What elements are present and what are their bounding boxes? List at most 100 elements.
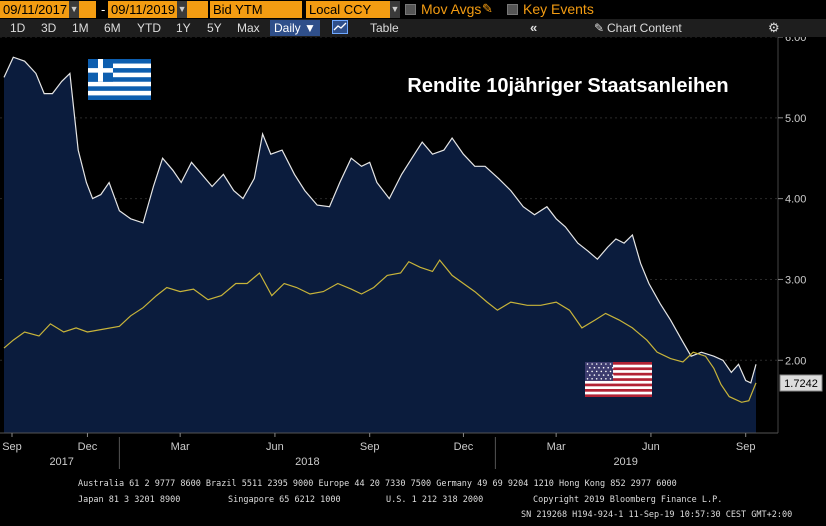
us-flag-star bbox=[605, 378, 607, 380]
us-flag-icon bbox=[585, 362, 652, 397]
x-tick-label: Mar bbox=[171, 441, 190, 453]
calendar-dropdown-icon[interactable]: ▼ bbox=[177, 1, 188, 18]
y-tick-label: 3.00 bbox=[785, 274, 806, 286]
chart-toolbar: 09/11/2017 ▼ - 09/11/2019 ▼ Bid YTM Local … bbox=[0, 0, 826, 19]
y-tick-label: 5.00 bbox=[785, 113, 806, 125]
us-flag-star bbox=[605, 370, 607, 373]
year-label: 2018 bbox=[295, 456, 319, 468]
us-flag-star bbox=[607, 374, 609, 376]
start-date-value: 09/11/2017 bbox=[3, 2, 68, 17]
key-events-label[interactable]: Key Events bbox=[523, 1, 594, 17]
footer-session: SN 219268 H194-924-1 11-Sep-19 10:57:30 … bbox=[521, 510, 793, 520]
us-flag-star bbox=[609, 378, 612, 380]
footer-singapore: Singapore 65 6212 1000 bbox=[228, 495, 341, 505]
period-1m[interactable]: 1M bbox=[72, 21, 89, 35]
chevron-down-icon[interactable]: ▼ bbox=[390, 1, 400, 18]
us-flag-star bbox=[589, 366, 591, 369]
footer-contacts: Australia 61 2 9777 8600 Brazil 5511 239… bbox=[78, 479, 677, 489]
y-tick-label: 2.00 bbox=[785, 355, 806, 367]
us-flag-star bbox=[591, 370, 593, 373]
period-3d[interactable]: 3D bbox=[41, 21, 57, 35]
us-yield-line bbox=[3, 259, 757, 403]
us-flag-star bbox=[591, 378, 593, 380]
us-flag-star bbox=[598, 374, 600, 376]
us-flag-star bbox=[600, 363, 603, 365]
bloomberg-footer: Australia 61 2 9777 8600 Brazil 5511 239… bbox=[0, 470, 826, 526]
footer-us: U.S. 1 212 318 2000 bbox=[386, 495, 484, 505]
table-button[interactable]: Table bbox=[370, 21, 399, 35]
y-tick-label: 6.00 bbox=[785, 37, 806, 44]
us-flag-star bbox=[595, 370, 598, 373]
date-range-separator: - bbox=[101, 2, 106, 17]
gear-icon[interactable]: ⚙ bbox=[768, 20, 780, 35]
yield-chart: 6.00 5.00 4.00 3.00 2.00 Sep Dec Mar Jun Sep Dec M… bbox=[0, 37, 826, 470]
us-flag-star bbox=[595, 378, 598, 380]
us-flag-star bbox=[586, 370, 589, 373]
us-flag-star bbox=[612, 374, 614, 376]
period-max[interactable]: Max bbox=[237, 21, 260, 35]
y-axis-ticks: 6.00 5.00 4.00 3.00 2.00 bbox=[778, 37, 806, 367]
calendar-dropdown-icon[interactable]: ▼ bbox=[69, 1, 80, 18]
x-tick-label: Dec bbox=[78, 441, 98, 453]
period-toolbar: 1D 3D 1M 6M YTD 1Y 5Y Max Daily ▼ Table … bbox=[0, 19, 826, 38]
us-flag-star bbox=[602, 374, 605, 376]
us-flag-star bbox=[591, 363, 593, 365]
year-label: 2019 bbox=[613, 456, 637, 468]
greece-yield-line bbox=[3, 56, 757, 384]
field-select-value: Bid YTM bbox=[213, 2, 263, 17]
greece-yield-area bbox=[4, 57, 756, 433]
currency-select[interactable]: Local CCY ▼ bbox=[306, 1, 400, 18]
us-flag-star bbox=[600, 378, 603, 380]
collapse-icon[interactable]: « bbox=[530, 20, 538, 35]
x-tick-label: Jun bbox=[642, 441, 660, 453]
us-flag-star bbox=[586, 378, 589, 380]
period-ytd[interactable]: YTD bbox=[137, 21, 161, 35]
key-events-checkbox[interactable] bbox=[507, 4, 518, 15]
us-flag-star bbox=[593, 374, 596, 376]
period-1d[interactable]: 1D bbox=[10, 21, 26, 35]
x-tick-label: Mar bbox=[547, 441, 566, 453]
x-tick-label: Dec bbox=[454, 441, 474, 453]
frequency-select[interactable]: Daily ▼ bbox=[270, 20, 320, 36]
chart-content-button[interactable]: Chart Content bbox=[607, 21, 682, 35]
us-flag-star bbox=[598, 366, 600, 369]
chart-title: Rendite 10jähriger Staatsanleihen bbox=[407, 75, 728, 97]
us-flag-star bbox=[609, 363, 612, 365]
x-tick-label: Jun bbox=[266, 441, 284, 453]
us-flag-star bbox=[595, 363, 598, 365]
x-axis-ticks: Sep Dec Mar Jun Sep Dec Mar Jun Sep 2017 2018 2019 bbox=[0, 432, 826, 470]
y-tick-label: 4.00 bbox=[785, 194, 806, 206]
last-value-text: 1.7242 bbox=[784, 378, 818, 390]
mov-avgs-label[interactable]: Mov Avgs bbox=[421, 1, 482, 17]
x-tick-label: Sep bbox=[736, 441, 756, 453]
us-flag-star bbox=[589, 374, 591, 376]
mov-avgs-checkbox[interactable] bbox=[405, 4, 416, 15]
us-flag-star bbox=[593, 366, 596, 369]
currency-select-value: Local CCY bbox=[309, 2, 372, 17]
us-flag-star bbox=[600, 370, 603, 373]
us-flag-star bbox=[609, 370, 612, 373]
period-5y[interactable]: 5Y bbox=[207, 21, 222, 35]
us-flag-star bbox=[602, 366, 605, 369]
x-tick-label: Sep bbox=[2, 441, 22, 453]
pencil-icon[interactable]: ✎ bbox=[594, 21, 605, 35]
period-6m[interactable]: 6M bbox=[104, 21, 121, 35]
us-flag-star bbox=[586, 363, 589, 365]
end-date-value: 09/11/2019 bbox=[111, 2, 176, 17]
last-value-label: 1.7242 bbox=[779, 374, 823, 392]
us-flag-star bbox=[612, 366, 614, 369]
footer-japan: Japan 81 3 3201 8900 bbox=[78, 495, 181, 505]
year-label: 2017 bbox=[49, 456, 73, 468]
period-1y[interactable]: 1Y bbox=[176, 21, 191, 35]
line-chart-icon[interactable] bbox=[332, 20, 348, 38]
x-tick-label: Sep bbox=[360, 441, 380, 453]
start-date-field[interactable]: 09/11/2017 ▼ bbox=[0, 1, 96, 18]
x-axis-band bbox=[0, 433, 826, 470]
field-select[interactable]: Bid YTM bbox=[210, 1, 302, 18]
pencil-icon[interactable]: ✎ bbox=[482, 1, 493, 16]
end-date-field[interactable]: 09/11/2019 ▼ bbox=[108, 1, 208, 18]
greece-flag-icon bbox=[88, 59, 151, 100]
us-flag-star bbox=[605, 363, 607, 365]
us-flag-star bbox=[607, 366, 609, 369]
footer-copyright: Copyright 2019 Bloomberg Finance L.P. bbox=[533, 495, 723, 505]
